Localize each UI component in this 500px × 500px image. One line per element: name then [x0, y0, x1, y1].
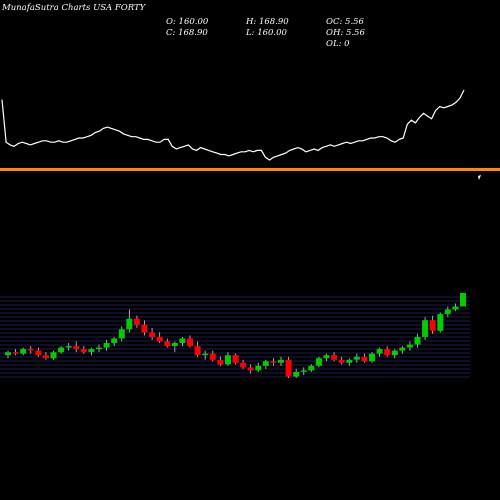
- candle-down: [42, 355, 49, 359]
- candle-up: [369, 353, 375, 362]
- candle-up: [323, 355, 330, 359]
- candle-up: [278, 359, 284, 363]
- candle-up: [406, 344, 413, 348]
- indicator-line: [1, 89, 465, 161]
- candle-down: [209, 353, 216, 360]
- ol-value: OL: 0: [326, 39, 350, 49]
- candle-up: [103, 343, 110, 348]
- candle-down: [35, 350, 42, 356]
- candle-up: [50, 352, 57, 359]
- high-value: H: 168.90: [246, 17, 289, 27]
- candle-up: [20, 349, 27, 354]
- low-value: L: 160.00: [246, 28, 287, 38]
- marker-icon: [478, 175, 481, 180]
- candle-down: [247, 367, 254, 371]
- candle-down: [133, 318, 140, 325]
- candle-up: [171, 343, 178, 346]
- candle-up: [315, 358, 322, 366]
- candle-up: [353, 356, 360, 360]
- candle-up: [391, 350, 398, 356]
- candle-down: [141, 324, 148, 333]
- candle-down: [270, 361, 277, 363]
- candle-down: [338, 359, 345, 363]
- candle-up: [293, 371, 300, 377]
- candles: [5, 293, 466, 378]
- candle-up: [460, 293, 466, 307]
- candle-up: [308, 365, 315, 371]
- candle-down: [232, 355, 239, 363]
- candle-down: [240, 362, 247, 368]
- candle-up: [96, 347, 102, 350]
- candle-down: [331, 355, 338, 360]
- oh-value: OH: 5.56: [326, 28, 365, 38]
- candle-up: [422, 320, 429, 337]
- candle-up: [414, 336, 421, 345]
- candle-up: [118, 329, 125, 339]
- candle-up: [111, 338, 118, 344]
- candle-up: [444, 309, 451, 315]
- candle-down: [80, 349, 87, 353]
- candle-down: [164, 341, 171, 347]
- candle-down: [194, 346, 201, 356]
- candle-up: [65, 346, 72, 348]
- candle-up: [437, 314, 444, 331]
- candle-down: [12, 352, 19, 354]
- candle-down: [27, 349, 34, 351]
- panel-separator: [0, 168, 500, 171]
- candle-up: [224, 355, 231, 365]
- open-value: O: 160.00: [166, 17, 209, 27]
- chart-title: MunafaSutra Charts USA FORTY: [2, 3, 146, 13]
- candle-up: [202, 353, 209, 356]
- close-value: C: 168.90: [166, 28, 208, 38]
- candle-up: [255, 365, 262, 371]
- candle-down: [429, 320, 436, 331]
- candle-up: [126, 318, 133, 330]
- candle-down: [384, 349, 391, 356]
- candle-down: [285, 359, 292, 377]
- oc-value: OC: 5.56: [326, 17, 364, 27]
- candle-down: [156, 336, 163, 342]
- price-grid: [0, 296, 470, 378]
- candle-up: [300, 370, 307, 372]
- candle-down: [149, 332, 156, 337]
- candle-up: [179, 338, 186, 344]
- candle-up: [346, 359, 353, 363]
- candle-up: [262, 361, 269, 366]
- candle-up: [5, 352, 11, 356]
- candle-up: [452, 306, 459, 310]
- candle-up: [376, 349, 383, 354]
- candle-down: [73, 346, 80, 350]
- candle-up: [399, 347, 406, 351]
- candle-down: [217, 359, 224, 365]
- candle-up: [88, 349, 95, 353]
- candle-down: [187, 338, 193, 347]
- candle-up: [58, 347, 65, 353]
- candle-down: [361, 356, 368, 362]
